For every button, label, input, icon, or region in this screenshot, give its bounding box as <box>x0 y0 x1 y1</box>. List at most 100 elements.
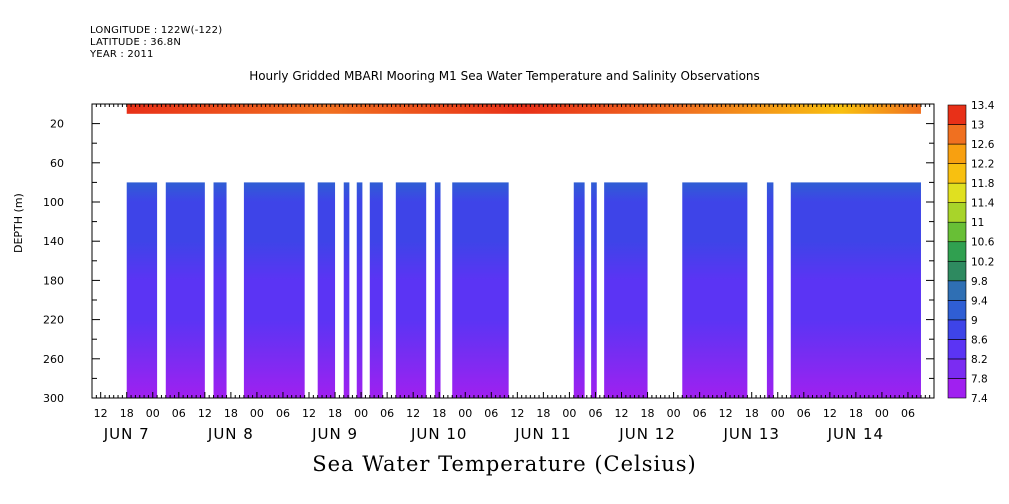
colorbar-swatch <box>947 202 967 223</box>
chart-title: Hourly Gridded MBARI Mooring M1 Sea Wate… <box>249 69 760 83</box>
y-axis: 20 60 100 140 180 220 260 300 <box>43 103 934 405</box>
x-tick-label: 06 <box>797 407 811 420</box>
colorbar-swatch <box>947 280 967 301</box>
x-tick-label: 00 <box>354 407 368 420</box>
colorbar-swatch <box>947 104 967 125</box>
x-tick-label: 18 <box>641 407 655 420</box>
colorbar-label: 12.6 <box>971 139 995 151</box>
colorbar-label: 11.8 <box>971 178 994 190</box>
colorbar-label: 11 <box>971 217 984 229</box>
x-tick-label: 12 <box>510 407 524 420</box>
deep-temperature-segment <box>356 182 363 398</box>
y-tick-label: 100 <box>43 196 64 209</box>
colorbar-label: 11.4 <box>971 198 995 210</box>
x-tick-label: 18 <box>328 407 342 420</box>
y-tick-label: 220 <box>43 314 64 327</box>
x-tick-label: 00 <box>667 407 681 420</box>
x-tick-label: 12 <box>823 407 837 420</box>
surface-temperature-band <box>126 104 921 114</box>
colorbar-swatch <box>947 163 967 184</box>
y-tick-label: 20 <box>50 118 64 131</box>
x-tick-label: 00 <box>771 407 785 420</box>
x-tick-label: 12 <box>94 407 108 420</box>
deep-temperature-segment <box>604 182 648 398</box>
longitude-label: LONGITUDE : 122W(-122) <box>90 25 223 36</box>
deep-temperature-segment <box>452 182 509 398</box>
colorbar-label: 7.4 <box>971 393 988 405</box>
x-tick-label: 06 <box>276 407 290 420</box>
colorbar-swatch <box>947 260 967 282</box>
colorbar-swatch <box>947 319 967 340</box>
colorbar-swatch <box>947 300 967 321</box>
deep-temperature-segment <box>213 182 227 398</box>
x-tick-label: 06 <box>901 407 915 420</box>
colorbar-label: 12.2 <box>971 159 994 171</box>
colorbar-swatch <box>947 143 967 164</box>
x-tick-label: 00 <box>875 407 889 420</box>
colorbar-label: 9 <box>971 315 978 327</box>
x-date-label: JUN 12 <box>618 425 675 443</box>
deep-layer <box>126 182 921 398</box>
colorbar-title: Sea Water Temperature (Celsius) <box>312 452 697 476</box>
colorbar-label: 9.8 <box>971 276 988 288</box>
x-tick-label: 00 <box>250 407 264 420</box>
x-tick-label: 18 <box>224 407 238 420</box>
x-tick-label: 18 <box>849 407 863 420</box>
colorbar-label: 8.6 <box>971 334 988 346</box>
colorbar-swatch <box>947 221 967 243</box>
x-date-label: JUN 7 <box>103 425 150 443</box>
colorbar: 7.4 7.8 8.2 8.6 9 9.4 9.8 10.2 10.6 11 11.4 11.8 12.… <box>947 100 995 405</box>
deep-temperature-segment <box>766 182 774 398</box>
x-tick-label: 12 <box>615 407 629 420</box>
colorbar-label: 10.6 <box>971 237 995 249</box>
deep-temperature-segment <box>165 182 205 398</box>
latitude-label: LATITUDE : 36.8N <box>90 37 182 48</box>
y-tick-label: 60 <box>50 157 64 170</box>
colorbar-label: 10.2 <box>971 256 994 268</box>
y-tick-label: 180 <box>43 274 64 287</box>
colorbar-swatch <box>947 182 967 203</box>
deep-temperature-segment <box>369 182 383 398</box>
x-date-label: JUN 10 <box>410 425 467 443</box>
x-tick-label: 12 <box>198 407 212 420</box>
colorbar-label: 13 <box>971 120 984 132</box>
colorbar-label: 13.4 <box>971 100 995 112</box>
deep-temperature-segment <box>573 182 585 398</box>
colorbar-swatch <box>947 378 967 399</box>
surface-layer <box>126 104 921 114</box>
deep-temperature-segment <box>243 182 305 398</box>
colorbar-swatch <box>947 339 967 360</box>
deep-temperature-segment <box>591 182 597 398</box>
x-tick-label: 18 <box>120 407 134 420</box>
x-date-label: JUN 14 <box>827 425 884 443</box>
x-tick-label: 12 <box>406 407 420 420</box>
x-tick-label: 18 <box>432 407 446 420</box>
x-date-label: JUN 11 <box>514 425 571 443</box>
colorbar-swatch <box>947 358 967 379</box>
y-tick-label: 300 <box>43 392 64 405</box>
x-tick-label: 00 <box>458 407 472 420</box>
colorbar-label: 9.4 <box>971 295 988 307</box>
x-tick-label: 18 <box>536 407 550 420</box>
x-date-label: JUN 9 <box>311 425 358 443</box>
x-tick-label: 00 <box>562 407 576 420</box>
year-label: YEAR : 2011 <box>90 49 154 60</box>
deep-temperature-segment <box>395 182 427 398</box>
colorbar-label: 7.8 <box>971 373 988 385</box>
x-tick-label: 06 <box>484 407 498 420</box>
deep-temperature-segment <box>682 182 748 398</box>
x-tick-label: 12 <box>302 407 316 420</box>
x-tick-label: 06 <box>172 407 186 420</box>
x-tick-label: 06 <box>380 407 394 420</box>
x-date-label: JUN 13 <box>722 425 779 443</box>
x-tick-label: 12 <box>719 407 733 420</box>
x-tick-label: 18 <box>745 407 759 420</box>
x-tick-label: 06 <box>588 407 602 420</box>
colorbar-swatch <box>947 241 967 262</box>
y-tick-label: 140 <box>43 235 64 248</box>
deep-temperature-segment <box>434 182 441 398</box>
colorbar-swatch <box>947 124 967 145</box>
colorbar-label: 8.2 <box>971 354 988 366</box>
x-tick-label: 00 <box>146 407 160 420</box>
